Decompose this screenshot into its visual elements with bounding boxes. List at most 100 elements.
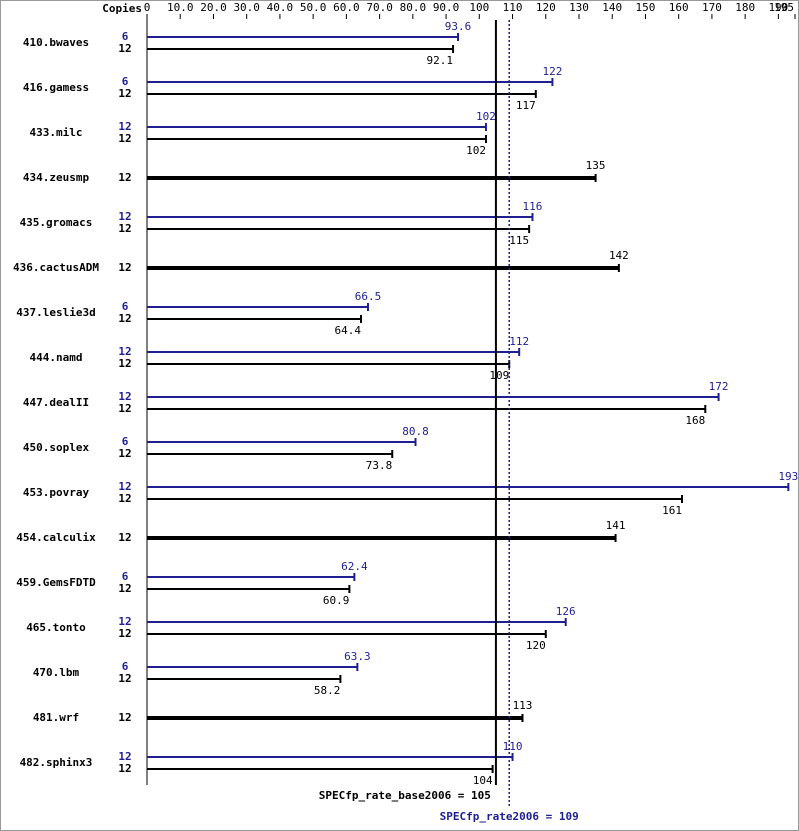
- x-tick-label: 90.0: [433, 1, 460, 14]
- benchmark-label: 481.wrf: [33, 711, 79, 724]
- copies-label: 12: [118, 357, 131, 370]
- copies-label: 6: [122, 435, 129, 448]
- x-tick-label: 140: [602, 1, 622, 14]
- x-tick-label: 0: [144, 1, 151, 14]
- value-label: 161: [662, 504, 682, 517]
- copies-label: 12: [118, 627, 131, 640]
- x-tick-label: 190: [768, 1, 788, 14]
- value-label: 93.6: [445, 20, 472, 33]
- benchmark-label: 416.gamess: [23, 81, 89, 94]
- value-label: 62.4: [341, 560, 368, 573]
- value-label: 58.2: [314, 684, 341, 697]
- value-label: 116: [523, 200, 543, 213]
- value-label: 126: [556, 605, 576, 618]
- x-tick-label: 50.0: [300, 1, 327, 14]
- copies-label: 12: [118, 531, 131, 544]
- value-label: 64.4: [335, 324, 362, 337]
- x-tick-label: 30.0: [233, 1, 260, 14]
- x-tick-label: 20.0: [200, 1, 227, 14]
- benchmark-label: 465.tonto: [26, 621, 86, 634]
- value-label: 193: [778, 470, 798, 483]
- value-label: 109: [489, 369, 509, 382]
- benchmark-label: 437.leslie3d: [16, 306, 95, 319]
- copies-label: 12: [118, 132, 131, 145]
- copies-label: 12: [118, 762, 131, 775]
- copies-label: 12: [118, 120, 131, 133]
- x-tick-label: 70.0: [366, 1, 393, 14]
- value-label: 104: [473, 774, 493, 787]
- x-tick-label: 60.0: [333, 1, 360, 14]
- benchmark-label: 470.lbm: [33, 666, 80, 679]
- value-label: 63.3: [344, 650, 371, 663]
- x-tick-label: 120: [536, 1, 556, 14]
- value-label: 141: [606, 519, 626, 532]
- x-tick-label: 10.0: [167, 1, 194, 14]
- value-label: 102: [476, 110, 496, 123]
- benchmark-label: 434.zeusmp: [23, 171, 90, 184]
- copies-label: 12: [118, 171, 131, 184]
- copies-label: 12: [118, 672, 131, 685]
- copies-label: 12: [118, 492, 131, 505]
- benchmark-label: 436.cactusADM: [13, 261, 99, 274]
- copies-label: 6: [122, 75, 129, 88]
- benchmark-label: 454.calculix: [16, 531, 96, 544]
- copies-label: 12: [118, 447, 131, 460]
- reference-label: SPECfp_rate2006 = 109: [440, 810, 579, 823]
- benchmark-label: 450.soplex: [23, 441, 90, 454]
- value-label: 110: [503, 740, 523, 753]
- copies-label: 12: [118, 87, 131, 100]
- copies-header: Copies: [102, 2, 142, 15]
- value-label: 102: [466, 144, 486, 157]
- copies-label: 12: [118, 711, 131, 724]
- value-label: 115: [509, 234, 529, 247]
- value-label: 113: [513, 699, 533, 712]
- value-label: 80.8: [402, 425, 429, 438]
- value-label: 60.9: [323, 594, 350, 607]
- copies-label: 12: [118, 615, 131, 628]
- copies-label: 6: [122, 300, 129, 313]
- x-tick-label: 80.0: [400, 1, 427, 14]
- value-label: 92.1: [427, 54, 454, 67]
- value-label: 120: [526, 639, 546, 652]
- value-label: 66.5: [355, 290, 382, 303]
- copies-label: 6: [122, 30, 129, 43]
- copies-label: 12: [118, 582, 131, 595]
- benchmark-label: 447.dealII: [23, 396, 89, 409]
- value-label: 168: [685, 414, 705, 427]
- x-tick-label: 195: [774, 1, 794, 14]
- value-label: 112: [509, 335, 529, 348]
- reference-label: SPECfp_rate_base2006 = 105: [319, 789, 491, 802]
- copies-label: 12: [118, 312, 131, 325]
- benchmark-label: 453.povray: [23, 486, 90, 499]
- copies-label: 6: [122, 570, 129, 583]
- copies-label: 12: [118, 42, 131, 55]
- x-tick-label: 110: [503, 1, 523, 14]
- value-label: 122: [542, 65, 562, 78]
- benchmark-label: 433.milc: [30, 126, 83, 139]
- copies-label: 12: [118, 345, 131, 358]
- value-label: 172: [709, 380, 729, 393]
- copies-label: 12: [118, 390, 131, 403]
- copies-label: 12: [118, 480, 131, 493]
- value-label: 135: [586, 159, 606, 172]
- copies-label: 12: [118, 210, 131, 223]
- x-tick-label: 40.0: [267, 1, 294, 14]
- value-label: 73.8: [366, 459, 393, 472]
- x-tick-label: 150: [636, 1, 656, 14]
- copies-label: 12: [118, 222, 131, 235]
- x-tick-label: 180: [735, 1, 755, 14]
- value-label: 142: [609, 249, 629, 262]
- copies-label: 12: [118, 261, 131, 274]
- x-tick-label: 130: [569, 1, 589, 14]
- copies-label: 12: [118, 402, 131, 415]
- benchmark-label: 459.GemsFDTD: [16, 576, 96, 589]
- x-tick-label: 170: [702, 1, 722, 14]
- benchmark-label: 410.bwaves: [23, 36, 89, 49]
- benchmark-label: 444.namd: [30, 351, 83, 364]
- value-label: 117: [516, 99, 536, 112]
- x-tick-label: 100: [469, 1, 489, 14]
- copies-label: 12: [118, 750, 131, 763]
- copies-label: 6: [122, 660, 129, 673]
